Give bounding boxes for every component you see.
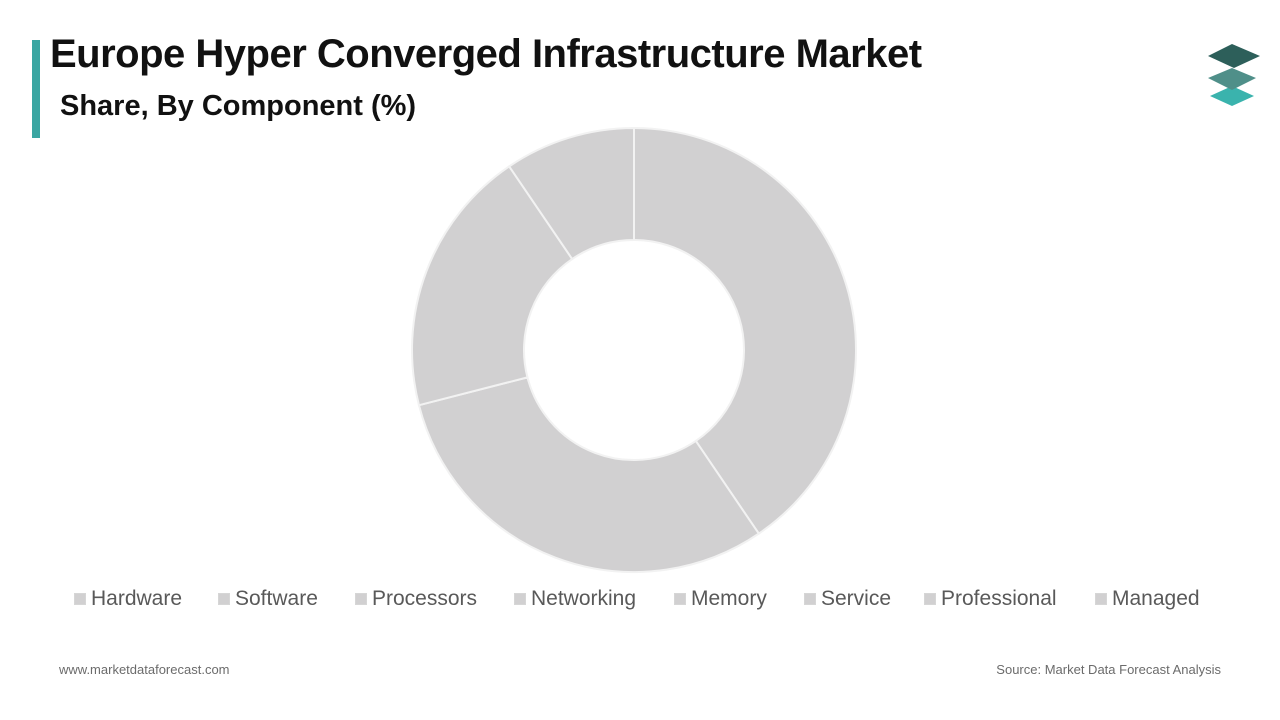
legend-item: Memory xyxy=(674,585,767,613)
chart-title: Europe Hyper Converged Infrastructure Ma… xyxy=(50,32,922,76)
footer-source: Source: Market Data Forecast Analysis xyxy=(996,662,1221,677)
logo-layer-top xyxy=(1208,44,1260,68)
donut-slice-software xyxy=(417,376,761,573)
legend-label: Software xyxy=(235,587,318,610)
legend-swatch xyxy=(514,593,526,605)
logo-layer-middle xyxy=(1208,68,1256,90)
footer-website: www.marketdataforecast.com xyxy=(59,662,230,677)
legend-item: Processors xyxy=(355,585,477,613)
legend-label: Memory xyxy=(691,587,767,610)
legend-label: Hardware xyxy=(91,587,183,610)
stacked-layers-icon xyxy=(1208,44,1260,106)
legend-item: Hardware xyxy=(74,585,182,613)
legend-swatch xyxy=(355,593,367,605)
legend-item: Networking xyxy=(514,585,636,613)
donut-slices xyxy=(411,126,857,573)
legend-swatch xyxy=(924,593,936,605)
donut-slice-hardware xyxy=(633,126,857,536)
legend-swatch xyxy=(1095,593,1107,605)
title-accent-bar xyxy=(32,40,40,138)
chart-legend: Hardware Software Processors Networking … xyxy=(60,585,1220,615)
legend-swatch xyxy=(804,593,816,605)
legend-swatch xyxy=(218,593,230,605)
legend-item: Software xyxy=(218,585,318,613)
chart-subtitle: Share, By Component (%) xyxy=(60,90,417,122)
legend-swatch xyxy=(674,593,686,605)
legend-label: Networking xyxy=(531,587,637,610)
donut-slice-networking xyxy=(507,126,635,261)
legend-swatch xyxy=(74,593,86,605)
legend-item: Service xyxy=(804,585,891,613)
legend-label: Professional xyxy=(941,587,1057,610)
legend-label: Managed xyxy=(1112,587,1200,610)
legend-item: Professional xyxy=(924,585,1057,613)
logo-layer-bottom xyxy=(1210,86,1254,106)
donut-slice-processors xyxy=(411,164,574,407)
legend-label: Processors xyxy=(372,587,478,610)
legend-item: Managed xyxy=(1095,585,1200,613)
legend-label: Service xyxy=(821,587,892,610)
